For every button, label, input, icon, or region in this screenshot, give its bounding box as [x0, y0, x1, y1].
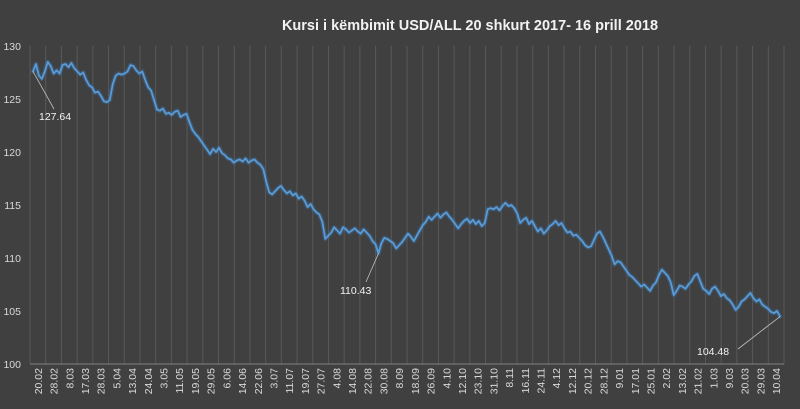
x-tick-label: 19.05 — [190, 368, 202, 394]
y-tick-label: 125 — [3, 94, 21, 106]
x-tick-label: 17.01 — [630, 368, 642, 394]
y-tick-label: 130 — [3, 41, 21, 53]
series-usd-all — [30, 59, 783, 319]
annotation-leader — [32, 71, 55, 110]
x-tick-label: 4.10 — [441, 368, 453, 389]
x-tick-label: 2.02 — [661, 368, 673, 389]
x-tick-label: 12.10 — [457, 368, 469, 394]
x-tick-label: 27.07 — [316, 368, 328, 394]
x-tick-label: 6.06 — [221, 368, 233, 389]
x-tick-label: 29.03 — [755, 368, 767, 394]
chart-title: Kursi i këmbimit USD/ALL 20 shkurt 2017-… — [282, 18, 658, 34]
x-tick-label: 30.08 — [378, 368, 390, 394]
x-tick-label: 5.04 — [111, 368, 123, 389]
x-tick-label: 20.02 — [33, 368, 45, 394]
x-tick-label: 18.09 — [410, 368, 422, 394]
y-tick-label: 105 — [3, 306, 21, 318]
x-tick-label: 3.07 — [268, 368, 280, 389]
x-tick-label: 4.08 — [331, 368, 343, 389]
y-tick-label: 120 — [3, 147, 21, 159]
x-tick-label: 21.02 — [693, 368, 705, 394]
x-tick-label: 4.12 — [551, 368, 563, 389]
x-tick-label: 9.01 — [614, 368, 626, 389]
annotation-label: 104.48 — [697, 346, 729, 358]
annotation-leader — [737, 316, 781, 350]
y-axis: 100 105 110 115 120 125 130 — [3, 41, 21, 371]
annotation-label: 110.43 — [340, 285, 371, 297]
x-tick-label: 24.04 — [143, 368, 155, 394]
x-tick-label: 14.08 — [347, 368, 359, 394]
x-tick-label: 25.01 — [645, 368, 657, 394]
y-tick-label: 110 — [4, 253, 21, 265]
x-tick-label: 16.11 — [520, 368, 532, 394]
y-tick-label: 100 — [3, 359, 21, 371]
x-tick-label: 20.12 — [583, 368, 595, 394]
data-annotations: 127.64 110.43 104.48 — [32, 71, 781, 358]
x-tick-label: 9.03 — [724, 368, 736, 389]
x-tick-label: 28.03 — [96, 368, 108, 394]
x-tick-label: 13.02 — [677, 368, 689, 394]
x-tick-label: 8.09 — [394, 368, 406, 389]
x-tick-label: 29.05 — [206, 368, 218, 394]
x-tick-label: 14.06 — [237, 368, 249, 394]
x-tick-label: 1.03 — [708, 368, 720, 389]
x-tick-label: 13.04 — [127, 368, 139, 394]
x-tick-label: 11.05 — [174, 368, 186, 394]
x-tick-label: 20.03 — [740, 368, 752, 394]
annotation-leader — [365, 253, 379, 283]
x-tick-label: 3.05 — [159, 368, 171, 389]
x-tick-label: 8.11 — [504, 368, 516, 388]
x-tick-label: 23.10 — [473, 368, 485, 394]
x-axis-labels: 20.02 28.02 8.03 17.03 28.03 5.04 13.04 24.04 3.… — [33, 368, 783, 394]
x-tick-label: 28.12 — [598, 368, 610, 394]
x-tick-label: 19.07 — [300, 368, 312, 394]
x-tick-label: 22.06 — [253, 368, 265, 394]
y-tick-label: 115 — [4, 200, 21, 212]
series-line — [32, 61, 781, 318]
x-tick-label: 31.10 — [488, 368, 500, 394]
x-tick-label: 24.11 — [536, 368, 548, 394]
x-tick-label: 8.03 — [64, 368, 76, 389]
x-tick-label: 12.12 — [567, 368, 579, 394]
x-tick-label: 22.08 — [363, 368, 375, 394]
x-tick-label: 11.07 — [284, 368, 296, 394]
x-tick-label: 28.02 — [49, 368, 61, 394]
x-tick-label: 10.04 — [771, 368, 783, 394]
x-tick-label: 26.09 — [426, 368, 438, 394]
grid-lines — [29, 46, 785, 364]
annotation-label: 127.64 — [39, 111, 71, 123]
x-tick-label: 17.03 — [80, 368, 92, 394]
